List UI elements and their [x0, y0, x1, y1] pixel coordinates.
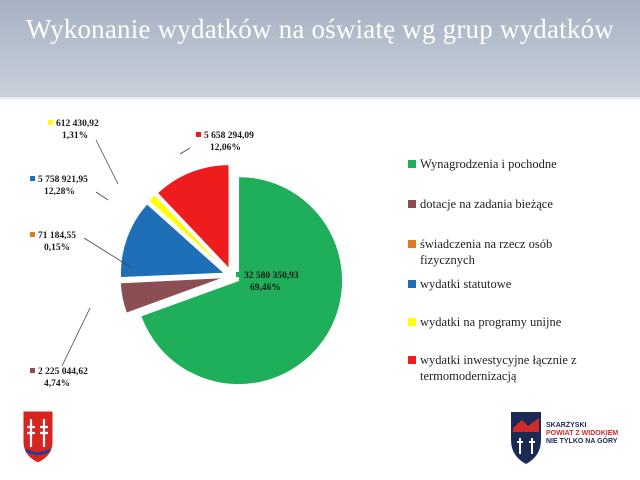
leader-line-2 [61, 307, 91, 367]
legend-swatch [408, 200, 416, 208]
legend-label: świadczenia na rzecz osób fizycznych [420, 237, 553, 267]
label-swatch [48, 120, 53, 125]
data-label-6: 5 658 294,09 12,06% [196, 130, 254, 154]
pie-slices [119, 164, 343, 386]
powiat-logo-text: SKARŻYSKI POWIAT Z WIDOKIEM NIE TYLKO NA… [546, 422, 619, 445]
leader-line-5 [95, 139, 119, 185]
powiat-logo: SKARŻYSKI POWIAT Z WIDOKIEM NIE TYLKO NA… [508, 410, 628, 466]
data-label-3: 71 184,55 0,15% [30, 230, 76, 254]
value-label: 612 430,92 [56, 119, 99, 129]
data-label-2: 2 225 044,62 4,74% [30, 366, 88, 390]
leader-line-6 [179, 147, 191, 155]
label-swatch [236, 272, 241, 277]
banner-divider [0, 97, 640, 99]
data-label-1: 32 580 350,93 69,46% [236, 270, 299, 294]
leader-line-3 [83, 237, 133, 269]
legend-label: dotacje na zadania bieżące [420, 197, 553, 211]
data-label-5: 612 430,92 1,31% [48, 118, 99, 142]
legend-swatch [408, 160, 416, 168]
percent-label: 1,31% [62, 131, 89, 141]
label-swatch [196, 132, 201, 137]
leader-line-4 [95, 191, 109, 201]
legend-label: Wynagrodzenia i pochodne [420, 157, 557, 171]
value-label: 5 758 921,95 [38, 175, 88, 185]
data-label-4: 5 758 921,95 12,28% [30, 174, 88, 198]
percent-label: 69,46% [250, 283, 281, 293]
legend-swatch [408, 280, 416, 288]
value-label: 5 658 294,09 [204, 131, 254, 141]
legend-label: wydatki na programy unijne [420, 315, 562, 329]
leader-lines [61, 139, 191, 367]
pie-slice-4 [120, 203, 226, 279]
label-swatch [30, 176, 35, 181]
legend-swatch [408, 318, 416, 326]
percent-label: 12,06% [210, 143, 241, 153]
title-banner: Wykonanie wydatków na oświatę wg grup wy… [0, 0, 640, 97]
percent-label: 12,28% [44, 187, 75, 197]
label-swatch [30, 368, 35, 373]
percent-label: 0,15% [44, 243, 71, 253]
page-title: Wykonanie wydatków na oświatę wg grup wy… [26, 14, 614, 44]
legend-label: wydatki inwestycyjne łącznie z termomode… [420, 353, 577, 383]
value-label: 32 580 350,93 [244, 271, 299, 281]
value-label: 2 225 044,62 [38, 367, 88, 377]
legend-swatch [408, 356, 416, 364]
pie-slice-3 [119, 275, 225, 283]
percent-label: 4,74% [44, 379, 71, 389]
legend-swatch [408, 240, 416, 248]
pie-slice-1 [140, 176, 343, 386]
legend-label: wydatki statutowe [420, 277, 512, 291]
pie-slice-2 [119, 277, 225, 314]
label-swatch [30, 232, 35, 237]
pie-slice-6 [156, 164, 230, 270]
coat-of-arms-logo [22, 410, 54, 464]
value-label: 71 184,55 [38, 231, 76, 241]
pie-slice-5 [148, 194, 227, 271]
